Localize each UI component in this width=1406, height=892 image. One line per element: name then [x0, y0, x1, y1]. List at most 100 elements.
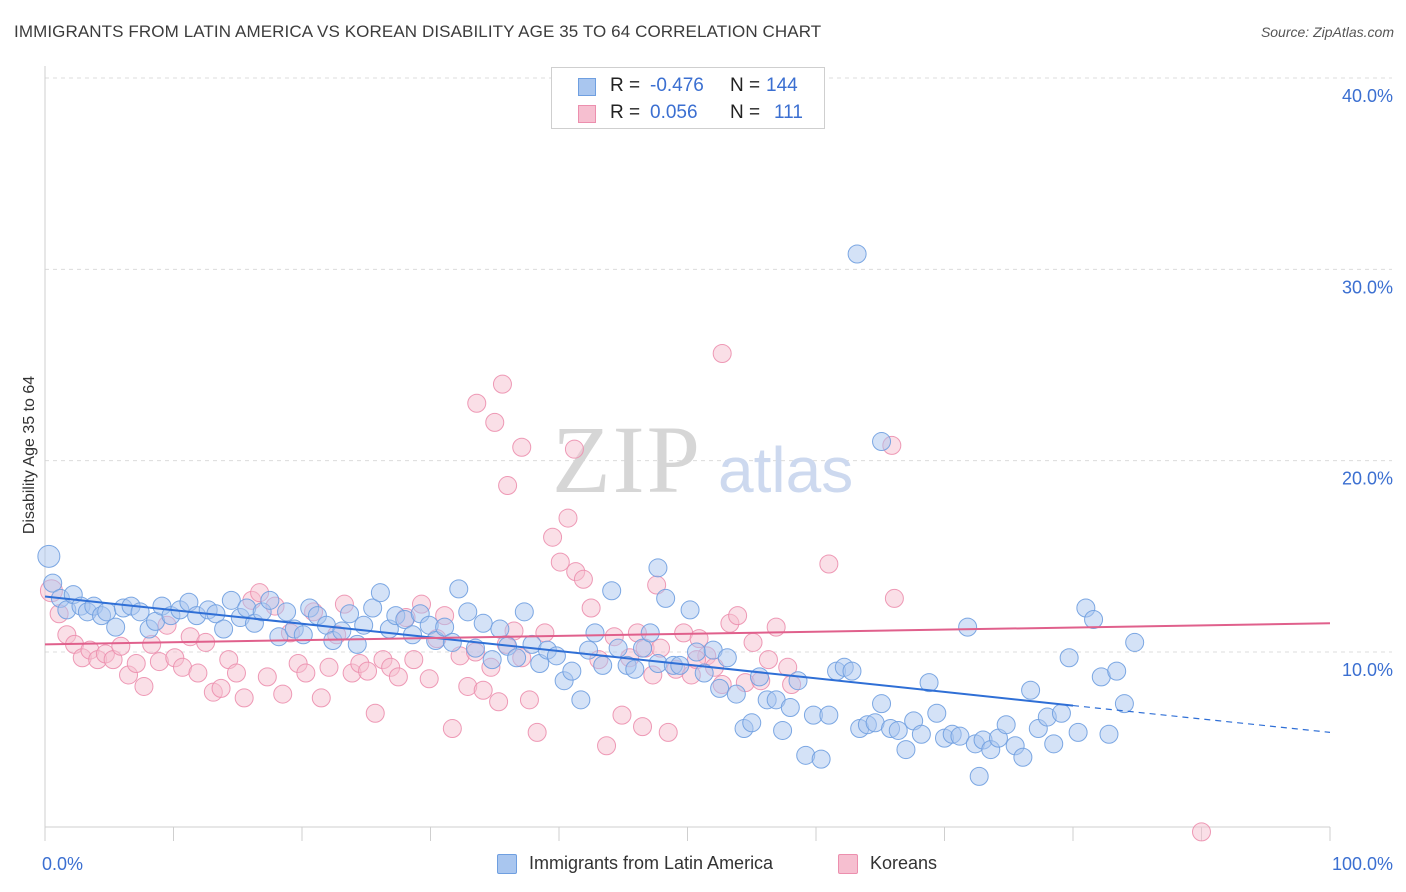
data-point: [680, 600, 700, 620]
data-point: [656, 588, 676, 608]
data-point: [564, 439, 584, 459]
data-point: [780, 697, 800, 717]
data-point: [625, 659, 645, 679]
data-point: [579, 640, 599, 660]
data-point: [927, 703, 947, 723]
data-point: [527, 722, 547, 742]
data-point: [507, 648, 527, 668]
watermark-zip: ZIP: [552, 406, 702, 513]
n-label: N =: [730, 102, 761, 123]
data-point: [608, 638, 628, 658]
data-point: [1051, 703, 1071, 723]
data-point: [550, 552, 570, 572]
data-point: [658, 722, 678, 742]
x-tick-label: 0.0%: [42, 854, 83, 874]
data-point: [602, 581, 622, 601]
trend-line-koreans: [44, 622, 1331, 646]
data-point: [597, 736, 617, 756]
data-point: [896, 740, 916, 760]
data-point: [221, 590, 241, 610]
data-point: [340, 604, 360, 624]
r-label: R =: [610, 102, 641, 123]
data-point: [911, 724, 931, 744]
data-point: [773, 720, 793, 740]
watermark-atlas: atlas: [718, 434, 853, 506]
correlation-legend: R = -0.476 N = 144 R = 0.056 N = 111: [551, 67, 825, 129]
r-value: -0.476: [650, 75, 704, 96]
pink-swatch: [838, 854, 858, 874]
data-point: [749, 667, 769, 687]
data-point: [277, 602, 297, 622]
axes: [44, 66, 1331, 841]
data-point: [363, 598, 383, 618]
data-point: [1192, 822, 1211, 842]
data-point: [958, 617, 978, 637]
trend-lines: [44, 595, 1331, 733]
data-point: [465, 638, 485, 658]
data-point: [694, 663, 714, 683]
trend-line-latin-america: [44, 595, 1074, 707]
data-point: [1125, 632, 1145, 652]
data-point: [347, 634, 367, 654]
data-point: [1044, 734, 1064, 754]
data-point: [473, 680, 493, 700]
data-point: [872, 694, 892, 714]
data-point: [1059, 648, 1079, 668]
data-point: [743, 632, 763, 652]
data-point: [872, 432, 892, 452]
data-point: [633, 717, 653, 737]
data-point: [888, 720, 908, 740]
data-point: [717, 648, 737, 668]
n-value: 144: [766, 75, 798, 96]
y-tick-label: 10.0%: [1342, 660, 1393, 680]
data-point: [819, 705, 839, 725]
data-point: [358, 661, 378, 681]
data-point: [1099, 724, 1119, 744]
data-point: [573, 569, 593, 589]
chart-title: IMMIGRANTS FROM LATIN AMERICA VS KOREAN …: [14, 22, 822, 41]
data-point: [492, 374, 512, 394]
data-point: [473, 613, 493, 633]
source-label: Source: ZipAtlas.com: [1260, 24, 1394, 40]
data-point: [514, 602, 534, 622]
data-point: [1021, 680, 1041, 700]
data-point: [260, 590, 280, 610]
data-point: [996, 715, 1016, 735]
data-point: [819, 554, 839, 574]
data-point: [519, 690, 539, 710]
data-point: [847, 244, 867, 264]
data-point: [919, 673, 939, 693]
legend-label: Immigrants from Latin America: [529, 853, 774, 873]
data-point: [742, 713, 762, 733]
blue-swatch: [497, 854, 517, 874]
data-point: [435, 617, 455, 637]
y-tick-label: 30.0%: [1342, 277, 1393, 297]
data-point: [482, 650, 502, 670]
pink-swatch: [578, 105, 596, 123]
data-point: [558, 508, 578, 528]
data-point: [1013, 747, 1033, 767]
data-point: [134, 676, 154, 696]
data-point: [188, 663, 208, 683]
legend-row-koreans: R = 0.056 N = 111: [552, 101, 824, 127]
data-point: [467, 393, 487, 413]
data-point: [489, 692, 509, 712]
data-point: [758, 650, 778, 670]
data-point: [512, 437, 532, 457]
data-point: [458, 602, 478, 622]
data-point: [648, 558, 668, 578]
data-point: [419, 669, 439, 689]
data-point: [43, 573, 63, 593]
data-point: [633, 638, 653, 658]
data-point: [234, 688, 254, 708]
data-point: [969, 766, 989, 786]
r-label: R =: [610, 75, 641, 96]
n-label: N =: [730, 75, 761, 96]
data-point: [562, 661, 582, 681]
data-point: [1084, 609, 1104, 629]
data-point: [442, 719, 462, 739]
y-tick-label: 40.0%: [1342, 86, 1393, 106]
data-point: [498, 476, 518, 496]
data-point: [543, 527, 563, 547]
